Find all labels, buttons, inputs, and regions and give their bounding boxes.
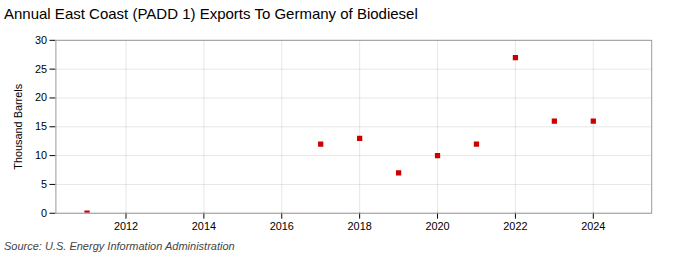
svg-text:Thousand Barrels: Thousand Barrels — [12, 83, 24, 169]
html-text:Source: U.S. Energy Informatio: Source: U.S. Energy Information Administ… — [4, 240, 235, 253]
svg-text:5: 5 — [41, 178, 47, 190]
svg-text:30: 30 — [35, 34, 47, 46]
svg-text:25: 25 — [35, 63, 47, 75]
svg-text:2024: 2024 — [581, 220, 605, 232]
svg-text:20: 20 — [35, 91, 47, 103]
svg-text:2020: 2020 — [425, 220, 449, 232]
html-text:Annual East Coast (PADD 1) Exp: Annual East Coast (PADD 1) Exports To Ge… — [4, 5, 418, 22]
svg-text:15: 15 — [35, 120, 47, 132]
svg-text:2022: 2022 — [503, 220, 527, 232]
svg-text:10: 10 — [35, 149, 47, 161]
svg-text:2016: 2016 — [270, 220, 294, 232]
svg-text:2018: 2018 — [348, 220, 372, 232]
svg-text:2012: 2012 — [114, 220, 138, 232]
svg-text:0: 0 — [41, 207, 47, 219]
svg-text:2014: 2014 — [192, 220, 216, 232]
